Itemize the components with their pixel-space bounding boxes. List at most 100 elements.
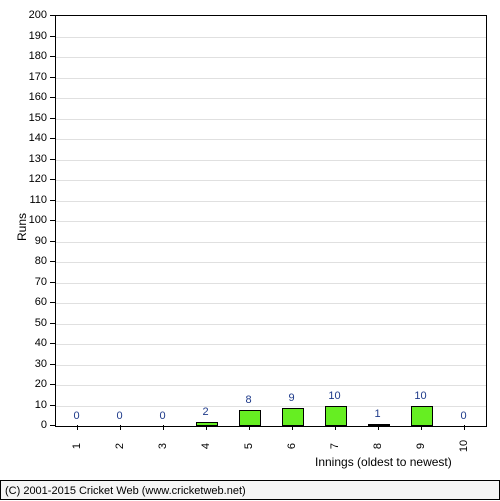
y-tick-label: 80: [25, 255, 47, 267]
gridline: [56, 242, 486, 243]
gridline: [56, 119, 486, 120]
y-tick-label: 130: [25, 153, 47, 165]
gridline: [56, 262, 486, 263]
y-tick: [50, 97, 55, 98]
x-tick: [378, 425, 379, 430]
y-tick-label: 140: [25, 132, 47, 144]
gridline: [56, 57, 486, 58]
chart-plot-area: [55, 15, 487, 427]
bar: [411, 406, 433, 427]
y-tick-label: 190: [25, 30, 47, 42]
y-tick: [50, 302, 55, 303]
gridline: [56, 324, 486, 325]
value-label: 10: [414, 390, 426, 402]
y-tick-label: 0: [25, 419, 47, 431]
bar: [239, 410, 261, 426]
y-tick: [50, 179, 55, 180]
y-tick-label: 110: [25, 194, 47, 206]
x-tick-label: 9: [415, 443, 427, 449]
y-tick-label: 30: [25, 358, 47, 370]
x-tick: [421, 425, 422, 430]
bar: [196, 422, 218, 426]
y-tick: [50, 282, 55, 283]
bar: [325, 406, 347, 427]
y-tick-label: 120: [25, 173, 47, 185]
y-tick: [50, 323, 55, 324]
x-tick: [335, 425, 336, 430]
bar: [282, 408, 304, 426]
gridline: [56, 160, 486, 161]
value-label: 0: [460, 410, 466, 422]
y-tick: [50, 220, 55, 221]
gridline: [56, 221, 486, 222]
gridline: [56, 385, 486, 386]
value-label: 0: [159, 410, 165, 422]
y-tick-label: 50: [25, 317, 47, 329]
y-tick-label: 90: [25, 235, 47, 247]
x-tick-label: 5: [243, 443, 255, 449]
y-tick: [50, 159, 55, 160]
gridline: [56, 344, 486, 345]
value-label: 9: [288, 392, 294, 404]
y-tick-label: 10: [25, 399, 47, 411]
value-label: 0: [116, 410, 122, 422]
y-tick-label: 100: [25, 214, 47, 226]
y-tick-label: 150: [25, 112, 47, 124]
chart-container: Runs Innings (oldest to newest) (C) 2001…: [0, 0, 500, 500]
x-axis-label: Innings (oldest to newest): [315, 455, 452, 469]
y-tick-label: 20: [25, 378, 47, 390]
gridline: [56, 139, 486, 140]
x-tick-label: 10: [458, 440, 470, 452]
gridline: [56, 180, 486, 181]
y-tick-label: 180: [25, 50, 47, 62]
value-label: 0: [73, 410, 79, 422]
y-tick: [50, 15, 55, 16]
x-tick-label: 7: [329, 443, 341, 449]
x-tick-label: 8: [372, 443, 384, 449]
y-tick: [50, 36, 55, 37]
gridline: [56, 365, 486, 366]
y-tick: [50, 118, 55, 119]
value-label: 10: [328, 390, 340, 402]
y-tick-label: 160: [25, 91, 47, 103]
x-tick: [77, 425, 78, 430]
bar: [368, 424, 390, 426]
y-tick: [50, 77, 55, 78]
y-tick: [50, 405, 55, 406]
y-tick-label: 40: [25, 337, 47, 349]
gridline: [56, 78, 486, 79]
x-tick: [249, 425, 250, 430]
x-tick: [120, 425, 121, 430]
x-tick: [292, 425, 293, 430]
gridline: [56, 303, 486, 304]
x-tick-label: 3: [157, 443, 169, 449]
y-tick: [50, 343, 55, 344]
y-tick: [50, 261, 55, 262]
copyright-text: (C) 2001-2015 Cricket Web (www.cricketwe…: [0, 480, 500, 500]
y-tick: [50, 425, 55, 426]
y-tick: [50, 200, 55, 201]
y-tick: [50, 384, 55, 385]
x-tick-label: 4: [200, 443, 212, 449]
x-tick-label: 2: [114, 443, 126, 449]
y-tick: [50, 138, 55, 139]
x-tick-label: 6: [286, 443, 298, 449]
value-label: 1: [374, 408, 380, 420]
y-tick-label: 70: [25, 276, 47, 288]
x-tick-label: 1: [71, 443, 83, 449]
x-tick: [206, 425, 207, 430]
gridline: [56, 98, 486, 99]
y-tick: [50, 364, 55, 365]
gridline: [56, 283, 486, 284]
y-tick-label: 60: [25, 296, 47, 308]
gridline: [56, 37, 486, 38]
y-tick: [50, 241, 55, 242]
value-label: 2: [202, 406, 208, 418]
value-label: 8: [245, 394, 251, 406]
y-tick-label: 170: [25, 71, 47, 83]
x-tick: [464, 425, 465, 430]
y-tick-label: 200: [25, 9, 47, 21]
y-tick: [50, 56, 55, 57]
x-tick: [163, 425, 164, 430]
gridline: [56, 201, 486, 202]
